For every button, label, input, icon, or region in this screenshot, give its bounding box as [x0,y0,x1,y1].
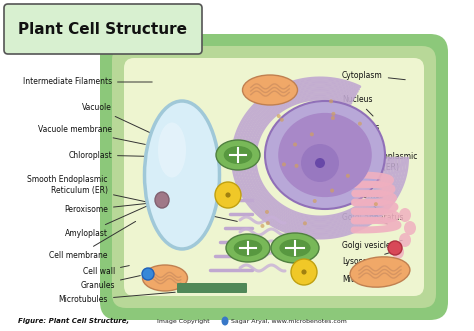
Ellipse shape [303,221,307,225]
Ellipse shape [221,316,228,325]
Text: Plant Cell Structure: Plant Cell Structure [18,22,188,36]
Ellipse shape [215,182,241,208]
Text: Cytoplasm: Cytoplasm [342,71,405,80]
Ellipse shape [301,144,339,182]
FancyBboxPatch shape [4,4,202,54]
Text: Chloroplast: Chloroplast [68,151,215,160]
Ellipse shape [374,202,378,206]
Ellipse shape [142,268,154,280]
FancyBboxPatch shape [177,283,247,293]
Text: Cell wall: Cell wall [83,265,129,276]
Text: Granules: Granules [81,276,140,290]
Ellipse shape [265,210,269,214]
Ellipse shape [313,199,317,203]
Ellipse shape [330,189,334,193]
Text: Golgi apparatus: Golgi apparatus [342,213,403,224]
Ellipse shape [301,269,307,275]
Ellipse shape [331,112,336,116]
Text: Figure: Plant Cell Structure,: Figure: Plant Cell Structure, [18,318,129,324]
Ellipse shape [226,234,270,262]
Ellipse shape [358,122,362,126]
Text: Peroxisome: Peroxisome [64,196,213,214]
Ellipse shape [388,241,402,255]
Text: Golgi vesicles: Golgi vesicles [342,240,402,250]
Ellipse shape [265,101,385,209]
Text: Sagar Aryal, www.microbenotes.com: Sagar Aryal, www.microbenotes.com [229,318,347,323]
FancyBboxPatch shape [112,46,436,308]
FancyBboxPatch shape [100,34,448,320]
Text: Amyloplast: Amyloplast [65,203,154,238]
Ellipse shape [224,146,252,164]
Ellipse shape [315,158,325,168]
Ellipse shape [291,259,317,285]
Text: Intermediate Filaments: Intermediate Filaments [23,77,152,86]
Ellipse shape [282,163,286,166]
Ellipse shape [404,221,416,235]
Text: Rough Endoplasmic
Reticulum (ER): Rough Endoplasmic Reticulum (ER) [342,152,418,182]
Text: Lysosome: Lysosome [342,251,395,266]
Ellipse shape [158,122,186,177]
Ellipse shape [329,99,333,103]
Ellipse shape [143,265,188,291]
Text: Vacuole: Vacuole [82,104,153,134]
Text: Smooth Endoplasmic
Reticulum (ER): Smooth Endoplasmic Reticulum (ER) [27,175,237,221]
Text: Cell membrane: Cell membrane [49,221,136,260]
Ellipse shape [293,142,297,146]
Ellipse shape [234,240,262,257]
Ellipse shape [399,208,411,222]
Ellipse shape [346,174,350,178]
FancyBboxPatch shape [124,58,424,296]
Ellipse shape [261,224,264,228]
Ellipse shape [216,140,260,170]
Ellipse shape [279,239,310,257]
Ellipse shape [350,257,410,287]
Ellipse shape [271,233,319,263]
Ellipse shape [278,113,372,197]
Ellipse shape [243,75,298,105]
Text: Ribosomes: Ribosomes [342,191,384,208]
Ellipse shape [226,192,230,198]
Text: Nucleus: Nucleus [342,96,373,116]
Text: Nucleolus: Nucleolus [328,123,379,147]
Text: Mitochondria: Mitochondria [342,272,395,285]
Text: Vacuole membrane: Vacuole membrane [38,125,145,144]
Ellipse shape [392,245,404,259]
Ellipse shape [399,233,411,247]
Ellipse shape [310,132,314,136]
Text: Image Copyright: Image Copyright [155,318,210,323]
Ellipse shape [277,114,281,118]
Ellipse shape [280,118,284,122]
Text: Microtubules: Microtubules [59,292,175,305]
Ellipse shape [294,164,299,168]
Ellipse shape [266,221,270,225]
Ellipse shape [331,116,335,120]
Ellipse shape [155,192,169,208]
Ellipse shape [145,101,219,249]
